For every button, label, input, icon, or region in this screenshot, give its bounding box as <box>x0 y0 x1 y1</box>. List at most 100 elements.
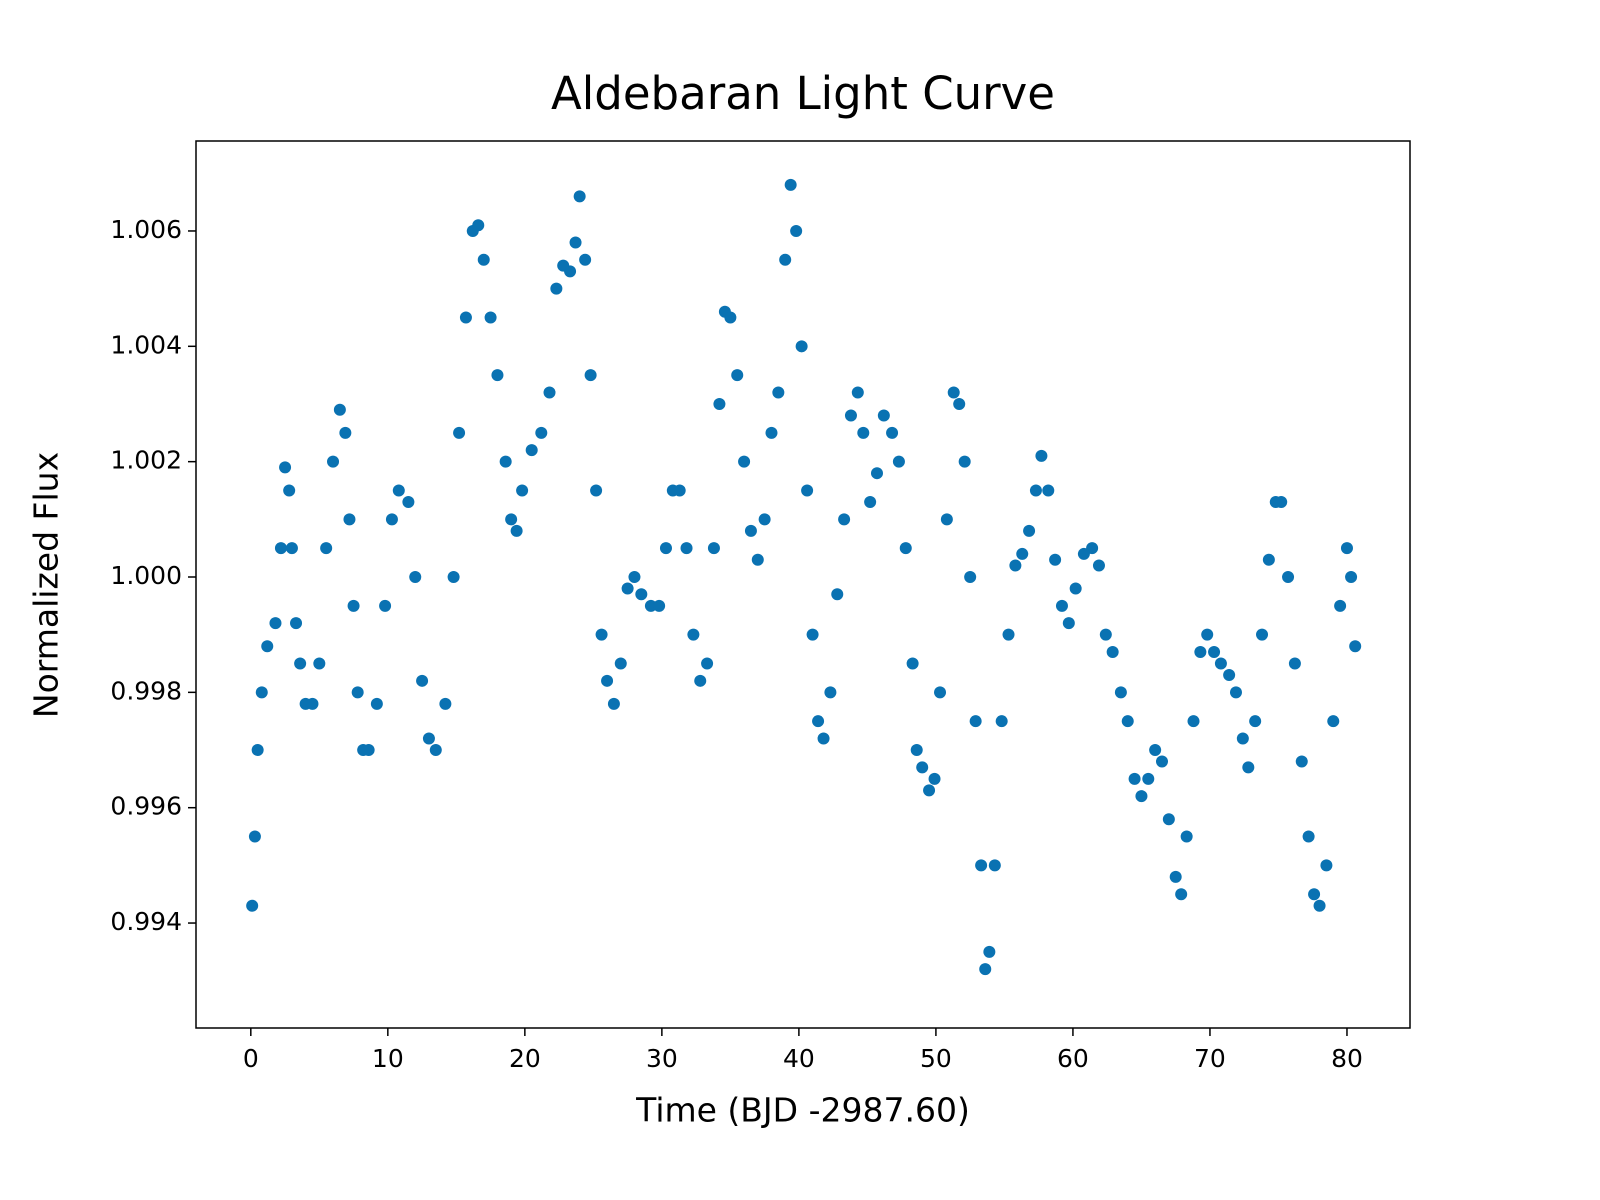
data-point <box>294 657 307 670</box>
x-tick-label: 30 <box>646 1044 678 1073</box>
data-point <box>870 467 883 480</box>
data-point <box>484 311 497 324</box>
data-point <box>453 426 466 439</box>
data-point <box>738 455 751 468</box>
y-tick-label: 0.994 <box>110 907 182 936</box>
data-point <box>1142 772 1155 785</box>
data-point <box>934 686 947 699</box>
data-point <box>1069 582 1082 595</box>
data-point <box>327 455 340 468</box>
data-point <box>491 369 504 382</box>
data-point <box>801 484 814 497</box>
data-point <box>947 386 960 399</box>
data-point <box>731 369 744 382</box>
x-tick-label: 70 <box>1194 1044 1226 1073</box>
data-point <box>595 628 608 641</box>
x-tick-label: 0 <box>243 1044 259 1073</box>
data-point <box>1106 645 1119 658</box>
data-point <box>370 697 383 710</box>
y-tick-label: 1.004 <box>110 330 182 359</box>
data-point <box>279 461 292 474</box>
data-point <box>680 542 693 555</box>
data-point <box>806 628 819 641</box>
data-point <box>817 732 830 745</box>
data-point <box>569 236 582 249</box>
data-point <box>975 859 988 872</box>
data-point <box>472 219 485 232</box>
data-point <box>940 513 953 526</box>
data-point <box>644 599 657 612</box>
data-point <box>1029 484 1042 497</box>
y-tick-label: 1.002 <box>110 446 182 475</box>
data-point <box>824 686 837 699</box>
data-point <box>673 484 686 497</box>
data-point <box>758 513 771 526</box>
data-point <box>1194 645 1207 658</box>
data-point <box>923 784 936 797</box>
data-point <box>459 311 472 324</box>
data-point <box>958 455 971 468</box>
data-point <box>1223 669 1236 682</box>
data-point <box>601 674 614 687</box>
data-point <box>313 657 326 670</box>
data-point <box>1086 542 1099 555</box>
data-point <box>886 426 899 439</box>
data-point <box>274 542 287 555</box>
data-point <box>1162 813 1175 826</box>
data-point <box>584 369 597 382</box>
data-point <box>988 859 1001 872</box>
data-point <box>343 513 356 526</box>
data-point <box>979 963 992 976</box>
data-point <box>1288 657 1301 670</box>
data-point <box>928 772 941 785</box>
y-axis-label: Normalized Flux <box>27 452 66 718</box>
data-point <box>1249 715 1262 728</box>
data-point <box>1128 772 1141 785</box>
data-point <box>385 513 398 526</box>
data-point <box>795 340 808 353</box>
data-point <box>285 542 298 555</box>
data-point <box>1275 496 1288 509</box>
data-point <box>1055 599 1068 612</box>
data-point <box>1114 686 1127 699</box>
data-point <box>707 542 720 555</box>
data-point <box>590 484 603 497</box>
data-point <box>724 311 737 324</box>
data-point <box>525 444 538 457</box>
data-point <box>1135 790 1148 803</box>
data-point <box>477 253 490 266</box>
y-tick-label: 0.998 <box>110 676 182 705</box>
data-point <box>516 484 529 497</box>
data-point <box>1327 715 1340 728</box>
data-point <box>1256 628 1269 641</box>
data-point <box>550 282 563 295</box>
data-point <box>635 588 648 601</box>
data-point <box>899 542 912 555</box>
data-point <box>564 265 577 278</box>
data-point <box>409 571 422 584</box>
data-point <box>877 409 890 422</box>
data-point <box>1340 542 1353 555</box>
data-point <box>1262 553 1275 566</box>
data-point <box>333 403 346 416</box>
data-point <box>964 571 977 584</box>
data-point <box>1009 559 1022 572</box>
data-point <box>535 426 548 439</box>
y-tick-label: 1.006 <box>110 215 182 244</box>
data-point <box>246 899 259 912</box>
data-point <box>283 484 296 497</box>
data-point <box>701 657 714 670</box>
data-point <box>447 571 460 584</box>
data-point <box>1349 640 1362 653</box>
data-point <box>906 657 919 670</box>
data-point <box>248 830 261 843</box>
data-point <box>1169 870 1182 883</box>
data-point <box>969 715 982 728</box>
x-tick-label: 20 <box>509 1044 541 1073</box>
data-point <box>269 617 282 630</box>
data-point <box>579 253 592 266</box>
data-point <box>510 524 523 537</box>
data-point <box>1229 686 1242 699</box>
data-point <box>379 599 392 612</box>
data-point <box>422 732 435 745</box>
